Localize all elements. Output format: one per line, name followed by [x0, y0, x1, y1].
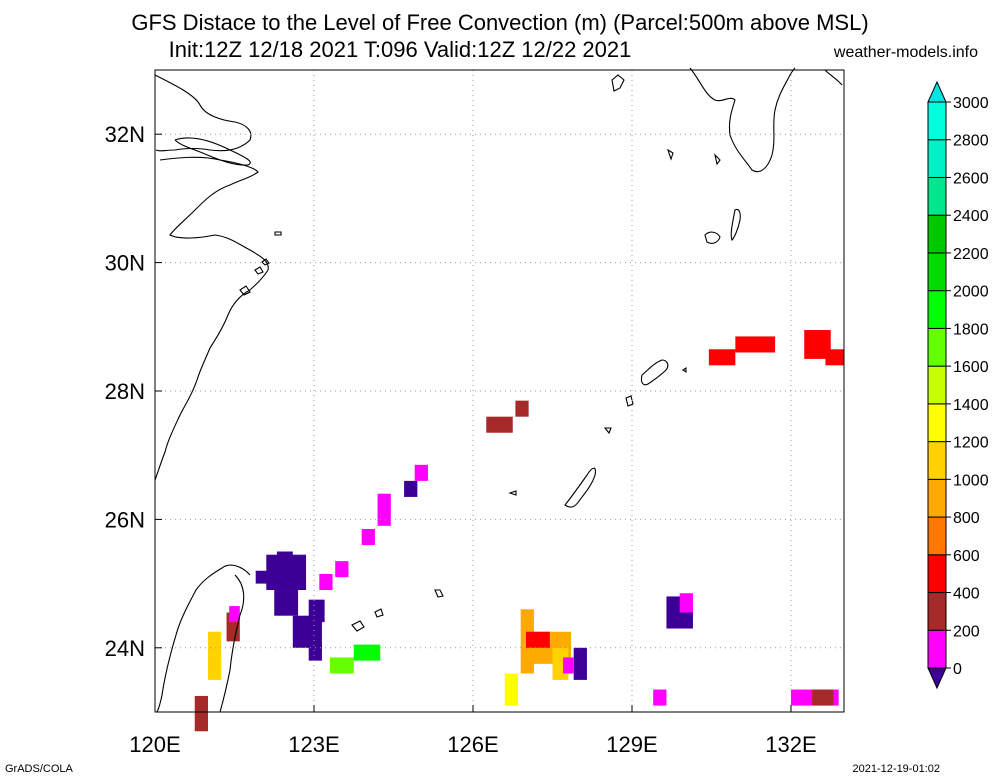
colorbar-label: 2000 [953, 284, 989, 301]
colorbar-box [927, 252, 947, 292]
lfc-cell [229, 606, 240, 623]
colorbar-box [927, 629, 947, 669]
axis-ticks: 120E 123E 126E 129E 132E 24N 26N 28N 30N 32N [105, 122, 817, 757]
lfc-cell [353, 644, 381, 661]
colorbar-box [927, 403, 947, 443]
lfc-cell [653, 689, 667, 706]
lfc-cell [563, 657, 574, 674]
colorbar-box [927, 592, 947, 631]
lat-tick-label: 26N [105, 507, 145, 532]
lfc-cells [194, 330, 844, 732]
lfc-cell [329, 657, 354, 674]
colorbar-box [927, 290, 947, 329]
gridlines [155, 70, 844, 712]
lat-tick-label: 28N [105, 379, 145, 404]
lfc-cell [414, 464, 428, 481]
lfc-cell [335, 561, 349, 578]
footer-software: GrADS/COLA [5, 763, 73, 775]
lfc-cell [825, 349, 844, 366]
lat-tick-label: 32N [105, 122, 145, 147]
lfc-cell [486, 416, 513, 433]
colorbar-label: 2800 [953, 133, 989, 150]
coastline-china-inner [174, 137, 251, 166]
lfc-cell [504, 673, 519, 706]
colorbar-label: 2400 [953, 208, 989, 225]
lfc-cell [276, 551, 293, 571]
colorbar-box [927, 139, 947, 178]
colorbar-box [927, 554, 947, 594]
coastline-kyushu [689, 67, 796, 173]
lfc-cell [208, 631, 222, 680]
lat-tick-label: 24N [105, 636, 145, 661]
lfc-cell [274, 590, 299, 616]
lfc-cell [679, 593, 693, 613]
colorbar-arrow-high [927, 80, 947, 103]
colorbar-label: 1600 [953, 359, 989, 376]
lfc-cell [308, 644, 322, 661]
lon-tick-label: 126E [447, 732, 498, 757]
coastline-china [154, 74, 269, 481]
lfc-cell [812, 689, 834, 706]
colorbar-label: 1000 [953, 472, 989, 489]
colorbar-box [927, 176, 947, 216]
colorbar-box [927, 101, 947, 141]
colorbar-label: 0 [953, 661, 962, 678]
lfc-cell [735, 336, 776, 353]
colorbar-label: 1800 [953, 321, 989, 338]
coastline-taiwan [156, 564, 251, 713]
colorbar-box [927, 214, 947, 254]
coastlines [154, 67, 843, 713]
chart-subtitle: Init:12Z 12/18 2021 T:096 Valid:12Z 12/2… [168, 37, 632, 62]
lfc-cell [573, 647, 587, 680]
coastline-sakishima [351, 589, 444, 632]
lat-tick-label: 30N [105, 251, 145, 276]
lfc-cell [194, 695, 208, 732]
footer-timestamp: 2021-12-19-01:02 [852, 763, 940, 775]
coastline-korea-edge [824, 69, 843, 86]
colorbar-label: 3000 [953, 95, 989, 112]
colorbar: 0 200 400 600 800 1000 1200 1400 1600 1800 2000 220… [927, 80, 989, 690]
lon-tick-label: 120E [129, 732, 180, 757]
colorbar-label: 200 [953, 623, 980, 640]
coastline-okinawa [508, 395, 634, 508]
lon-tick-label: 132E [765, 732, 816, 757]
colorbar-label: 600 [953, 548, 980, 565]
lfc-cell [319, 573, 333, 591]
colorbar-label: 1400 [953, 397, 989, 414]
colorbar-box [927, 365, 947, 405]
colorbar-arrow-low [927, 667, 947, 690]
lfc-cell [308, 599, 325, 623]
colorbar-label: 800 [953, 510, 980, 527]
lon-tick-label: 123E [288, 732, 339, 757]
colorbar-box [927, 516, 947, 556]
colorbar-label: 400 [953, 586, 980, 603]
lfc-cell [361, 529, 375, 546]
coastline-islands-north [611, 74, 741, 244]
coastline-zhoushan [239, 231, 282, 296]
lfc-cell [526, 631, 550, 648]
colorbar-label: 1200 [953, 435, 989, 452]
lfc-cell [708, 349, 736, 366]
lfc-cell [255, 570, 272, 584]
chart-title: GFS Distace to the Level of Free Convect… [131, 10, 869, 35]
site-credit: weather-models.info [833, 44, 978, 61]
colorbar-label: 2200 [953, 246, 989, 263]
colorbar-box [927, 478, 947, 518]
colorbar-box [927, 441, 947, 480]
colorbar-label: 2600 [953, 170, 989, 187]
coastline-amami [640, 359, 687, 386]
colorbar-box [927, 327, 947, 367]
lon-tick-label: 129E [606, 732, 657, 757]
lfc-cell [515, 400, 529, 417]
lfc-cell [404, 480, 418, 497]
lfc-cell [377, 493, 391, 526]
